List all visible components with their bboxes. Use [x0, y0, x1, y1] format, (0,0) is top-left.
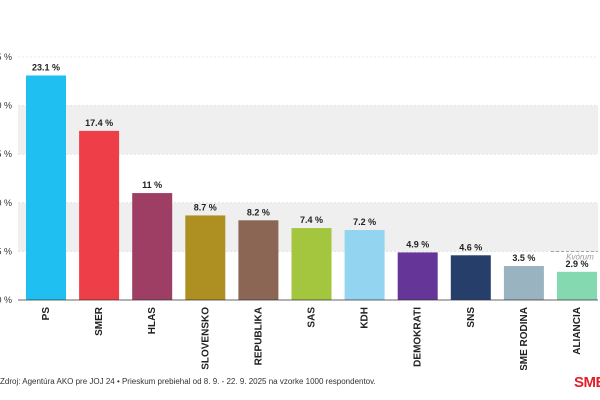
y-tick-label: 0 %	[0, 295, 12, 305]
bar	[185, 215, 226, 300]
value-label: 11 %	[142, 180, 162, 190]
bar	[238, 220, 279, 300]
bar	[503, 265, 544, 300]
bar-chart: 0 % 5 % 10 % 15 % 20 % 25 % 23.1 % PS 17.4 % SMER…	[0, 52, 598, 370]
category-label: REPUBLIKA	[253, 307, 264, 365]
y-tick-label: 15 %	[0, 149, 12, 159]
category-label: KDH	[360, 307, 371, 329]
category-label: SME RODINA	[519, 307, 530, 370]
bar	[26, 75, 66, 300]
bar	[450, 255, 491, 300]
bar	[79, 130, 120, 300]
y-tick-label: 20 %	[0, 101, 12, 111]
category-label: PS	[41, 307, 52, 321]
y-tick-label: 10 %	[0, 198, 12, 208]
source-note: Zdroj: Agentúra AKO pre JOJ 24 • Priesku…	[0, 377, 376, 386]
sme-logo: SME	[574, 374, 600, 391]
bar	[132, 193, 173, 300]
bar	[291, 228, 332, 300]
bar	[397, 252, 438, 300]
category-label: SLOVENSKO	[200, 307, 211, 370]
value-label: 7.2 %	[353, 217, 376, 227]
category-label: DEMOKRATI	[413, 307, 424, 367]
bar	[344, 230, 385, 300]
value-label: 2.9 %	[565, 259, 588, 269]
y-tick-label: 5 %	[0, 246, 12, 256]
category-label: SAS	[307, 307, 318, 328]
value-label: 8.2 %	[247, 207, 270, 217]
value-label: 17.4 %	[85, 118, 113, 128]
category-label: HLAS	[147, 307, 158, 335]
category-label: SNS	[466, 307, 477, 328]
value-label: 7.4 %	[300, 215, 323, 225]
bar	[557, 271, 597, 300]
value-label: 8.7 %	[194, 202, 217, 212]
category-label: SMER	[94, 306, 105, 336]
value-label: 4.6 %	[459, 242, 482, 252]
value-label: 4.9 %	[406, 239, 429, 249]
threshold-label: Kvórum	[566, 252, 594, 261]
y-tick-label: 25 %	[0, 52, 12, 62]
value-label: 3.5 %	[512, 253, 535, 263]
value-label: 23.1 %	[32, 62, 60, 72]
category-label: ALIANCIA	[572, 307, 583, 355]
